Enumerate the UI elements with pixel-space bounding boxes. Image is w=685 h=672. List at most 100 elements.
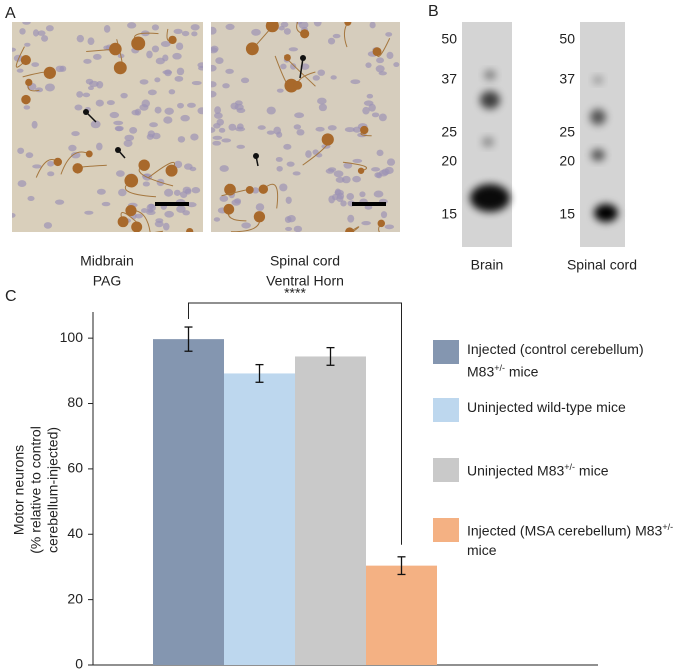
- nucleus: [317, 69, 326, 76]
- neuron: [138, 159, 150, 171]
- nucleus: [230, 102, 239, 110]
- nucleus: [151, 45, 160, 53]
- image-caption: PAG: [93, 273, 122, 289]
- nucleus: [285, 196, 292, 204]
- legend-label: Injected (control cerebellum) M83+/- mic…: [467, 341, 644, 380]
- nucleus: [286, 161, 295, 167]
- nucleus: [279, 183, 288, 192]
- nucleus: [177, 102, 184, 109]
- nucleus: [70, 151, 81, 159]
- nucleus: [290, 63, 297, 70]
- nucleus: [211, 26, 217, 35]
- nucleus: [176, 67, 185, 76]
- nucleus: [96, 188, 106, 195]
- nucleus: [103, 45, 110, 50]
- nucleus: [335, 176, 345, 183]
- nucleus: [284, 216, 292, 224]
- nucleus: [31, 120, 38, 129]
- legend-entry: Injected (MSA cerebellum) M83+/- mice: [433, 518, 683, 560]
- y-axis-label: (% relative to control: [28, 426, 44, 554]
- blot-band: [470, 184, 510, 212]
- marker-label: 20: [559, 153, 575, 169]
- nucleus: [74, 104, 83, 111]
- neuron: [124, 173, 139, 188]
- nucleus: [174, 75, 184, 82]
- nucleus: [176, 205, 186, 213]
- legend-label: Uninjected M83+/- mice: [467, 462, 609, 479]
- nucleus: [228, 123, 237, 131]
- y-tick-label: 60: [67, 460, 83, 476]
- neuron: [245, 42, 259, 56]
- nucleus: [139, 79, 149, 85]
- nucleus: [168, 89, 176, 95]
- nucleus: [151, 24, 160, 31]
- neuron: [125, 204, 137, 217]
- panel-label: B: [428, 3, 439, 20]
- nucleus: [22, 22, 31, 25]
- nucleus: [76, 91, 84, 98]
- legend-entry: Uninjected wild-type mice: [433, 398, 683, 422]
- nucleus: [134, 213, 143, 219]
- nucleus: [190, 133, 199, 141]
- nucleus: [212, 135, 223, 140]
- nucleus: [162, 222, 170, 231]
- neuron: [344, 22, 352, 26]
- error-bar: [184, 326, 193, 352]
- nucleus: [225, 68, 234, 74]
- nucleus: [257, 125, 266, 130]
- nucleus: [23, 105, 31, 110]
- nucleus: [344, 127, 355, 133]
- nucleus: [43, 222, 53, 229]
- nucleus: [341, 175, 351, 184]
- legend-swatch: [433, 518, 459, 542]
- significance-label: ****: [284, 285, 306, 301]
- significance-bracket: [188, 302, 402, 545]
- lane-caption: Spinal cord: [567, 257, 637, 273]
- nucleus: [343, 162, 353, 169]
- nucleus: [240, 77, 250, 84]
- western-blots: 50 37 25 20 15 Brain 50 37 25 20 15 Spinal cord: [441, 22, 637, 273]
- nucleus: [103, 25, 111, 33]
- bar: [366, 565, 437, 665]
- neuron: [109, 42, 122, 56]
- marker-label: 50: [441, 31, 457, 47]
- nucleus: [288, 47, 299, 52]
- neuron: [357, 167, 365, 174]
- nucleus: [280, 63, 287, 70]
- nucleus: [191, 80, 202, 86]
- nucleus: [147, 89, 157, 96]
- nucleus: [276, 165, 283, 172]
- neuron: [300, 29, 310, 39]
- neuron: [131, 221, 143, 232]
- nucleus: [211, 64, 217, 72]
- y-axis-label: Motor neurons: [11, 445, 27, 535]
- blot-band: [594, 204, 618, 222]
- legend-swatch: [433, 340, 459, 364]
- micrograph: [12, 22, 203, 232]
- marker-label: 25: [559, 124, 575, 140]
- nucleus: [181, 30, 190, 37]
- nucleus: [85, 78, 94, 85]
- nucleus: [380, 211, 388, 219]
- nucleus: [275, 156, 283, 162]
- bar: [224, 373, 295, 665]
- neuron: [223, 203, 235, 215]
- blot-band: [484, 70, 496, 80]
- y-axis-label: cerebellum-injected): [45, 427, 61, 553]
- nucleus: [27, 195, 35, 202]
- nucleus: [187, 102, 196, 108]
- nucleus: [146, 133, 154, 140]
- nucleus: [384, 166, 394, 175]
- nucleus: [141, 99, 151, 108]
- nucleus: [305, 150, 312, 158]
- blot-band: [593, 76, 603, 84]
- nucleus: [350, 79, 361, 85]
- neuron: [245, 186, 254, 194]
- nucleus: [283, 28, 291, 35]
- nucleus: [83, 58, 92, 64]
- nucleus: [312, 75, 320, 81]
- nucleus: [364, 204, 373, 210]
- neuron: [131, 36, 146, 51]
- micrographs: Midbrain PAG Spinal cord Ventral Horn: [12, 22, 400, 289]
- nucleus: [285, 226, 293, 232]
